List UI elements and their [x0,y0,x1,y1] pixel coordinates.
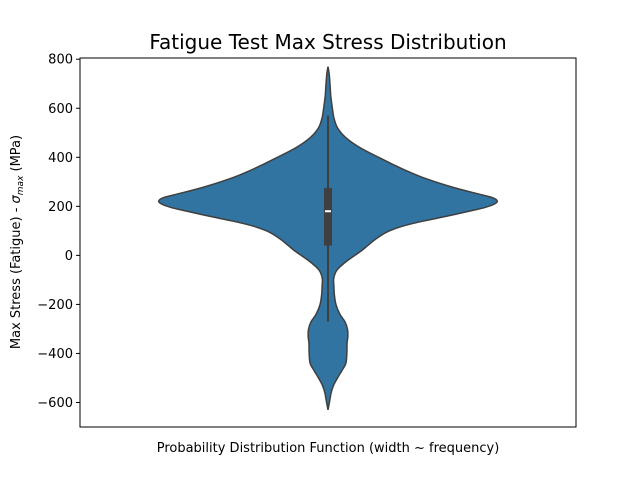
interquartile-box [324,187,332,246]
chart-title: Fatigue Test Max Stress Distribution [149,30,506,54]
y-tick-label: 800 [48,53,73,68]
x-axis-label: Probability Distribution Function (width… [157,441,500,456]
violin-layer [157,66,499,410]
y-tick-label: 600 [48,102,73,117]
y-tick-label: 200 [48,200,73,215]
y-tick-label: 0 [65,249,73,264]
y-tick-label: −600 [37,396,73,411]
y-axis: −600 −400 −200 0 200 400 600 800 [37,53,80,411]
y-tick-label: −400 [37,347,73,362]
y-tick-label: −200 [37,298,73,313]
y-tick-label: 400 [48,151,73,166]
plot-area-frame [79,57,577,428]
y-axis-label: Max Stress (Fatigue) - σmax (MPa) [9,135,26,349]
